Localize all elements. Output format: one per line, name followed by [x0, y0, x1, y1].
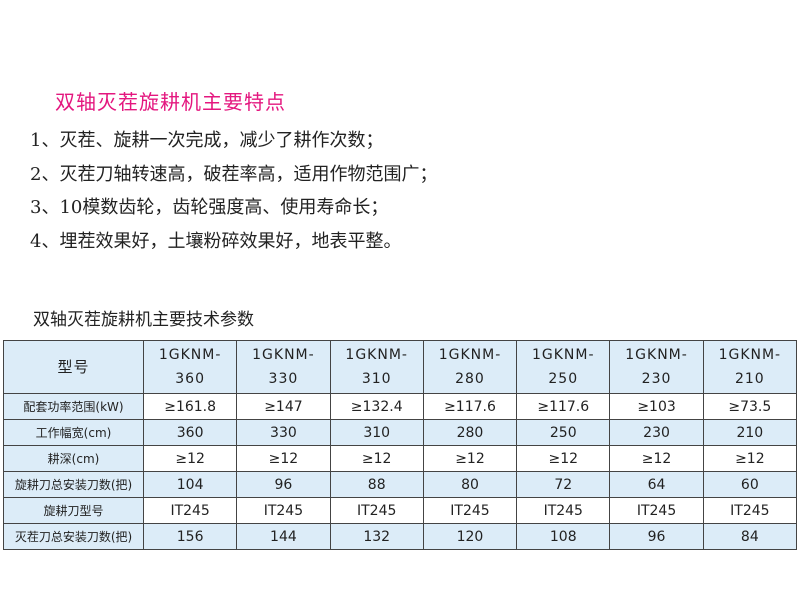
model-header-cell: 1GKNM- 210 — [702, 340, 798, 394]
spec-table: 型号 1GKNM- 360 1GKNM- 330 1GKNM- 310 1GKNM- 280 1G… — [3, 340, 798, 550]
value-cell: 80 — [422, 471, 518, 498]
table-header-row: 型号 1GKNM- 360 1GKNM- 330 1GKNM- 310 1GKNM- 280 1G… — [3, 340, 798, 394]
row-label-cell: 工作幅宽(cm) — [3, 419, 144, 446]
features-title: 双轴灭茬旋耕机主要特点 — [55, 90, 286, 114]
value-cell: 108 — [516, 523, 611, 550]
model-prefix: 1GKNM- — [158, 347, 222, 363]
value-cell: IT245 — [702, 497, 798, 524]
value-cell: 64 — [609, 471, 704, 498]
value-cell: 132 — [329, 523, 424, 550]
value-cell: ≥161.8 — [142, 393, 238, 420]
feature-item: 4、埋茬效果好，土壤粉碎效果好，地表平整。 — [30, 231, 402, 253]
value-cell: ≥117.6 — [422, 393, 518, 420]
value-cell: 156 — [142, 523, 238, 550]
value-cell: 96 — [236, 471, 331, 498]
table-row: 耕深(cm) ≥12 ≥12 ≥12 ≥12 ≥12 ≥12 ≥12 — [3, 445, 798, 472]
value-cell: IT245 — [422, 497, 518, 524]
model-prefix: 1GKNM- — [625, 347, 688, 363]
value-cell: ≥12 — [702, 445, 798, 472]
model-number: 280 — [455, 371, 485, 387]
value-cell: 330 — [236, 419, 331, 446]
model-number: 310 — [361, 371, 392, 387]
value-cell: IT245 — [236, 497, 331, 524]
model-header-cell: 1GKNM- 360 — [142, 340, 238, 394]
model-prefix: 1GKNM- — [438, 347, 502, 363]
table-row: 灭茬刀总安装刀数(把) 156 144 132 120 108 96 84 — [3, 523, 798, 550]
value-cell: 88 — [329, 471, 424, 498]
value-cell: 250 — [516, 419, 611, 446]
value-cell: IT245 — [142, 497, 238, 524]
value-cell: IT245 — [329, 497, 424, 524]
value-cell: 310 — [329, 419, 424, 446]
value-cell: ≥132.4 — [329, 393, 424, 420]
model-number: 210 — [734, 371, 765, 387]
row-label-cell: 耕深(cm) — [3, 445, 144, 472]
value-cell: 60 — [702, 471, 798, 498]
value-cell: ≥117.6 — [516, 393, 611, 420]
row-label-cell: 配套功率范围(kW) — [3, 393, 144, 420]
value-cell: ≥12 — [142, 445, 238, 472]
model-prefix: 1GKNM- — [531, 347, 595, 363]
model-number: 230 — [641, 371, 672, 387]
model-header-cell: 1GKNM- 250 — [516, 340, 611, 394]
model-number: 250 — [548, 371, 579, 387]
row-label-cell: 灭茬刀总安装刀数(把) — [3, 523, 144, 550]
value-cell: ≥12 — [609, 445, 704, 472]
model-prefix: 1GKNM- — [345, 347, 408, 363]
value-cell: ≥12 — [329, 445, 424, 472]
row-label-cell: 旋耕刀总安装刀数(把) — [3, 471, 144, 498]
value-cell: IT245 — [609, 497, 704, 524]
value-cell: 360 — [142, 419, 238, 446]
table-row: 配套功率范围(kW) ≥161.8 ≥147 ≥132.4 ≥117.6 ≥117.6 ≥1… — [3, 393, 798, 420]
value-cell: IT245 — [516, 497, 611, 524]
feature-item: 2、灭茬刀轴转速高，破茬率高，适用作物范围广； — [30, 163, 438, 185]
value-cell: 120 — [422, 523, 518, 550]
model-prefix: 1GKNM- — [252, 347, 315, 363]
table-title: 双轴灭茬旋耕机主要技术参数 — [33, 310, 254, 330]
value-cell: 96 — [609, 523, 704, 550]
feature-item: 1、灭茬、旋耕一次完成，减少了耕作次数； — [30, 130, 384, 151]
value-cell: ≥103 — [609, 393, 704, 420]
model-number: 360 — [175, 371, 205, 387]
features-list: 1、灭茬、旋耕一次完成，减少了耕作次数； 2、灭茬刀轴转速高，破茬率高，适用作物… — [30, 126, 437, 261]
row-label-cell: 旋耕刀型号 — [3, 497, 144, 524]
model-header-cell: 1GKNM- 310 — [329, 340, 424, 394]
value-cell: 280 — [422, 419, 518, 446]
value-cell: 72 — [516, 471, 611, 498]
value-cell: ≥147 — [236, 393, 331, 420]
value-cell: ≥12 — [422, 445, 518, 472]
value-cell: 144 — [236, 523, 331, 550]
value-cell: 210 — [702, 419, 798, 446]
value-cell: ≥73.5 — [702, 393, 798, 420]
table-row: 旋耕刀总安装刀数(把) 104 96 88 80 72 64 60 — [3, 471, 798, 498]
value-cell: ≥12 — [236, 445, 331, 472]
model-header-cell: 1GKNM- 330 — [236, 340, 331, 394]
value-cell: 104 — [142, 471, 238, 498]
model-prefix: 1GKNM- — [718, 347, 782, 363]
value-cell: ≥12 — [516, 445, 611, 472]
table-row: 旋耕刀型号 IT245 IT245 IT245 IT245 IT245 IT245 IT245 — [3, 497, 798, 524]
header-label-cell: 型号 — [3, 340, 144, 394]
model-number: 330 — [268, 371, 299, 387]
table-row: 工作幅宽(cm) 360 330 310 280 250 230 210 — [3, 419, 798, 446]
feature-item: 3、10模数齿轮，齿轮强度高、使用寿命长； — [30, 197, 389, 219]
model-header-cell: 1GKNM- 280 — [422, 340, 518, 394]
value-cell: 230 — [609, 419, 704, 446]
value-cell: 84 — [702, 523, 798, 550]
model-header-cell: 1GKNM- 230 — [609, 340, 704, 394]
